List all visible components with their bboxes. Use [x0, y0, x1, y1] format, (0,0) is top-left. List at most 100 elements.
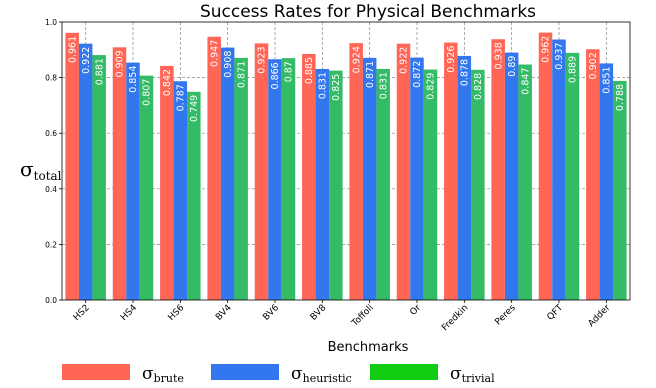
bar-brute-Adder — [586, 49, 600, 300]
y-tick-label: 0.6 — [45, 129, 57, 138]
data-label-heuristic-HS4: 0.854 — [128, 66, 139, 93]
x-tick-label: QFT — [546, 303, 566, 323]
legend-label-brute: σbrute — [142, 364, 184, 385]
bar-brute-BV6 — [254, 43, 269, 300]
data-label-heuristic-BV6: 0.866 — [270, 62, 281, 89]
data-label-brute-QFT: 0.962 — [541, 36, 552, 63]
bar-brute-BV4 — [207, 36, 221, 300]
bar-heuristic-Peres — [504, 52, 519, 300]
bar-trivial-HS2 — [92, 55, 106, 300]
data-label-trivial-Toffoli: 0.831 — [378, 72, 389, 99]
legend-label-heuristic: σheuristic — [291, 364, 352, 385]
bar-brute-Fredkin — [444, 42, 458, 301]
bar-trivial-Fredkin — [471, 69, 485, 300]
data-label-heuristic-HS2: 0.922 — [81, 47, 92, 74]
y-axis-label-sub: total — [34, 169, 62, 183]
bar-brute-HS2 — [65, 32, 79, 300]
y-axis-label: σtotal — [20, 157, 62, 183]
data-label-heuristic-Adder: 0.851 — [602, 66, 613, 93]
bar-heuristic-Toffoli — [362, 57, 377, 300]
data-label-brute-BV8: 0.885 — [304, 57, 315, 84]
bar-trivial-BV4 — [234, 57, 248, 300]
data-label-trivial-BV6: 0.87 — [284, 61, 295, 82]
data-label-brute-Fredkin: 0.926 — [446, 46, 457, 73]
data-label-trivial-Fredkin: 0.828 — [473, 73, 484, 100]
x-tick-label: Adder — [587, 303, 613, 329]
data-label-trivial-HS2: 0.881 — [94, 58, 105, 85]
bar-heuristic-HS4 — [126, 62, 140, 301]
x-tick-label: BV8 — [309, 303, 329, 323]
x-tick-label: Peres — [493, 303, 518, 328]
y-tick-label: 0.0 — [45, 296, 57, 305]
data-label-trivial-BV8: 0.825 — [331, 74, 342, 101]
axes-box — [61, 21, 631, 301]
bar-trivial-HS6 — [187, 91, 201, 300]
bar-brute-BV8 — [302, 53, 316, 300]
bar-trivial-Adder — [613, 80, 627, 300]
bar-heuristic-HS2 — [78, 43, 93, 301]
x-tick-label: HS2 — [72, 303, 92, 323]
data-label-heuristic-QFT: 0.937 — [554, 43, 565, 70]
x-tick-label: HS6 — [167, 303, 187, 323]
bar-brute-HS4 — [112, 47, 127, 300]
bar-heuristic-BV8 — [315, 68, 330, 301]
bar-trivial-BV8 — [329, 70, 343, 301]
bar-heuristic-BV4 — [220, 47, 235, 300]
bar-heuristic-QFT — [552, 39, 566, 300]
bar-trivial-QFT — [565, 52, 580, 300]
x-tick-label: Fredkin — [440, 303, 470, 333]
bar-brute-Or — [396, 43, 411, 301]
bar-trivial-Or — [423, 69, 438, 301]
x-tick-label: BV4 — [214, 303, 234, 323]
bar-brute-HS6 — [160, 65, 174, 300]
y-tick-label: 0.4 — [45, 185, 57, 194]
data-label-brute-BV6: 0.923 — [257, 46, 268, 73]
data-label-trivial-BV4: 0.871 — [236, 61, 247, 88]
data-label-brute-Adder: 0.902 — [588, 52, 599, 79]
y-tick-label: 0.2 — [45, 240, 57, 249]
x-ticks: HS2 HS4 HS6 BV4 BV6 BV8 Toffoli Or Fredkin Peres Q… — [72, 300, 613, 333]
y-ticks: 0.0 0.2 0.4 0.6 0.8 1.0 — [45, 18, 62, 305]
data-label-brute-HS6: 0.842 — [162, 69, 173, 96]
bar-brute-Peres — [491, 39, 505, 301]
bar-heuristic-BV6 — [268, 59, 282, 300]
data-label-trivial-Or: 0.829 — [426, 73, 437, 100]
legend-swatch-heuristic — [211, 364, 279, 380]
x-axis-label: Benchmarks — [328, 340, 409, 355]
y-tick-label: 1.0 — [45, 18, 57, 27]
legend: σbrute σheuristic σtrivial — [62, 364, 495, 385]
legend-swatch-brute — [62, 364, 130, 380]
data-label-heuristic-HS6: 0.787 — [176, 84, 187, 111]
data-label-brute-Toffoli: 0.924 — [351, 46, 362, 73]
x-tick-label: Toffoli — [349, 303, 375, 329]
bar-heuristic-Adder — [599, 63, 614, 301]
x-tick-label: Or — [408, 303, 423, 318]
bar-trivial-BV6 — [281, 58, 296, 300]
y-axis-label-base: σ — [20, 157, 34, 181]
legend-swatch-trivial — [370, 364, 438, 380]
bar-heuristic-Fredkin — [457, 55, 472, 300]
data-label-trivial-Peres: 0.847 — [520, 68, 531, 95]
data-label-brute-HS2: 0.961 — [67, 36, 78, 63]
data-label-heuristic-BV4: 0.908 — [223, 51, 234, 78]
data-label-trivial-HS6: 0.749 — [189, 95, 200, 122]
x-tick-label: BV6 — [261, 303, 281, 323]
data-label-brute-HS4: 0.909 — [115, 50, 126, 77]
legend-label-trivial: σtrivial — [450, 364, 495, 385]
data-label-trivial-Adder: 0.788 — [615, 84, 626, 111]
chart-title: Success Rates for Physical Benchmarks — [200, 2, 536, 22]
data-label-brute-BV4: 0.947 — [209, 40, 220, 67]
plot-frame — [61, 21, 631, 301]
data-label-heuristic-Toffoli: 0.871 — [365, 61, 376, 88]
x-tick-label: HS4 — [119, 303, 139, 323]
data-label-heuristic-Or: 0.872 — [412, 61, 423, 88]
data-label-heuristic-Peres: 0.89 — [507, 56, 518, 77]
data-label-trivial-QFT: 0.889 — [568, 56, 579, 83]
data-label-trivial-HS4: 0.807 — [142, 79, 153, 106]
y-tick-label: 0.8 — [45, 74, 57, 83]
bar-trivial-HS4 — [139, 75, 154, 301]
bar-trivial-Peres — [518, 64, 532, 300]
bar-trivial-Toffoli — [376, 68, 390, 301]
data-label-heuristic-BV8: 0.831 — [318, 72, 329, 99]
